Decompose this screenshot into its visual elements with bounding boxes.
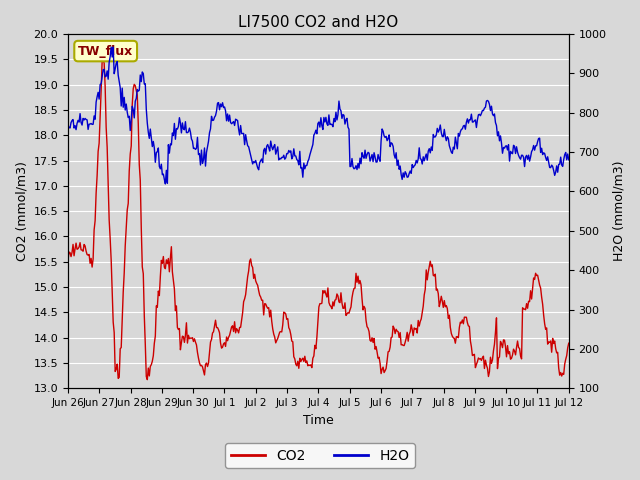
CO2 — [555, 365, 563, 371]
CO2 — [364, 325, 372, 331]
H2O — [477, 113, 484, 119]
CO2 — [565, 340, 573, 346]
H2O — [108, 44, 115, 50]
Y-axis label: H2O (mmol/m3): H2O (mmol/m3) — [612, 161, 625, 262]
CO2 — [64, 257, 72, 263]
CO2 — [307, 362, 315, 368]
H2O — [337, 108, 345, 114]
CO2 — [477, 356, 484, 361]
CO2 — [337, 290, 345, 296]
X-axis label: Time: Time — [303, 414, 333, 427]
H2O — [364, 149, 372, 155]
Legend: CO2, H2O: CO2, H2O — [225, 443, 415, 468]
H2O — [161, 181, 169, 187]
CO2 — [143, 377, 151, 383]
H2O — [565, 157, 573, 163]
Line: H2O: H2O — [68, 47, 569, 184]
CO2 — [99, 57, 107, 63]
H2O — [307, 148, 315, 154]
Line: CO2: CO2 — [68, 60, 569, 380]
CO2 — [304, 363, 312, 369]
H2O — [555, 161, 563, 167]
Text: TW_flux: TW_flux — [78, 45, 133, 58]
Title: LI7500 CO2 and H2O: LI7500 CO2 and H2O — [238, 15, 399, 30]
H2O — [64, 122, 72, 128]
Y-axis label: CO2 (mmol/m3): CO2 (mmol/m3) — [15, 161, 28, 261]
H2O — [304, 158, 312, 164]
